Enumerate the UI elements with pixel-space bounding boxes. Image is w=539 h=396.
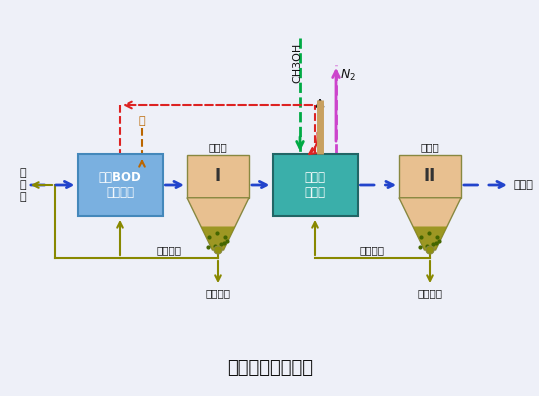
- Polygon shape: [413, 227, 447, 250]
- Text: 去除BOD
硝化氧化: 去除BOD 硝化氧化: [99, 171, 141, 199]
- FancyBboxPatch shape: [78, 154, 162, 216]
- Text: 污泥回流: 污泥回流: [156, 245, 182, 255]
- Polygon shape: [201, 227, 235, 250]
- FancyBboxPatch shape: [187, 155, 249, 198]
- FancyBboxPatch shape: [399, 155, 461, 198]
- Text: 剩余污泥: 剩余污泥: [205, 288, 231, 298]
- Circle shape: [426, 246, 434, 254]
- Text: 两级生物脱氮工艺: 两级生物脱氮工艺: [227, 359, 313, 377]
- Text: 污泥回流: 污泥回流: [360, 245, 385, 255]
- Text: 碱: 碱: [139, 116, 146, 126]
- Text: $N_2$: $N_2$: [340, 67, 356, 82]
- Text: I: I: [215, 168, 221, 185]
- Polygon shape: [187, 198, 249, 250]
- Circle shape: [214, 246, 222, 254]
- Text: II: II: [424, 168, 436, 185]
- Polygon shape: [399, 198, 461, 250]
- Text: 处理水: 处理水: [514, 180, 534, 190]
- Text: CH3OH: CH3OH: [292, 43, 302, 83]
- Text: 原
废
水: 原 废 水: [19, 168, 26, 202]
- FancyBboxPatch shape: [273, 154, 357, 216]
- Text: 反硝化
反应器: 反硝化 反应器: [305, 171, 326, 199]
- Text: 剩余污泥: 剩余污泥: [418, 288, 443, 298]
- Text: 沉淀池: 沉淀池: [209, 142, 227, 152]
- Text: 沉淀池: 沉淀池: [420, 142, 439, 152]
